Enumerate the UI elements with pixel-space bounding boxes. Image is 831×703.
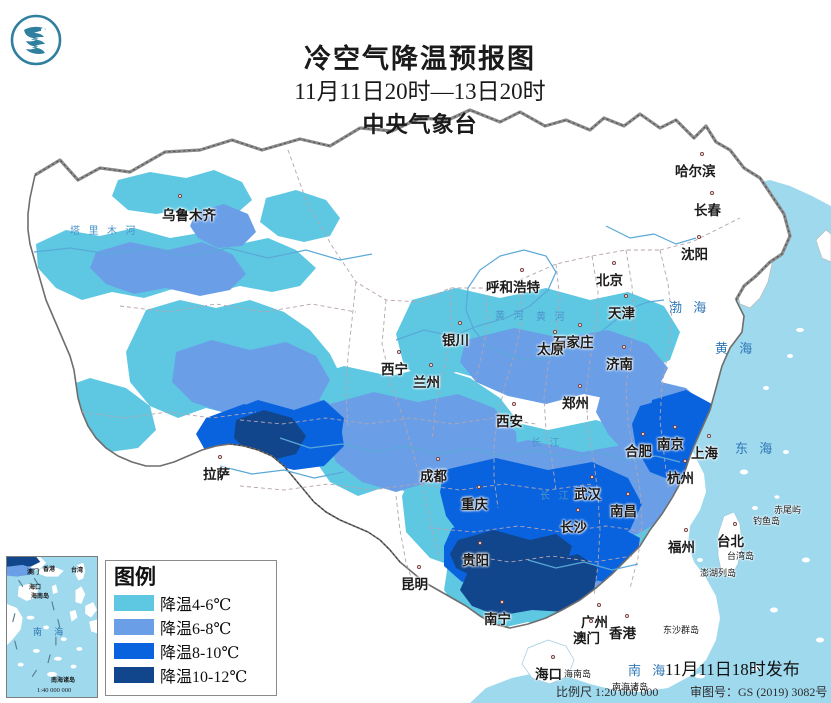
city-marker-西宁 xyxy=(397,350,401,354)
city-marker-郑州 xyxy=(578,384,582,388)
inset-label-taiwan: 台湾 xyxy=(71,568,84,574)
cma-dragon-logo xyxy=(10,14,62,66)
legend-panel: 图例 降温4-6℃ 降温6-8℃ 降温8-10℃ 降温10-12℃ xyxy=(105,560,277,696)
city-marker-西安 xyxy=(512,402,516,406)
inset-label-islands: 南海诸岛 xyxy=(51,678,76,684)
city-marker-天津 xyxy=(624,294,628,298)
inset-label-south-sea: 南 海 xyxy=(33,627,69,637)
city-marker-济南 xyxy=(622,345,626,349)
city-marker-南昌 xyxy=(626,492,630,496)
map-scale-text: 比例尺 1:20 000 000 xyxy=(556,685,659,699)
inset-label-hongkong: 香港 xyxy=(43,567,56,573)
legend-label-3: 降温8-10℃ xyxy=(160,645,240,663)
legend-item-3: 降温8-10℃ xyxy=(114,639,270,663)
city-marker-南京 xyxy=(673,425,677,429)
inset-label-macau: 澳门 xyxy=(27,570,40,576)
inset-label-haikou: 海口 xyxy=(29,585,42,591)
city-marker-广州 xyxy=(597,603,601,607)
city-marker-台北 xyxy=(733,522,737,526)
legend-label-1: 降温4-6℃ xyxy=(160,597,232,615)
review-number-text: 审图号：GS (2019) 3082号 xyxy=(690,685,828,699)
title-block: 冷空气降温预报图 11月11日20时—13日20时 中央气象台 xyxy=(230,44,610,139)
issuing-org: 中央气象台 xyxy=(362,111,478,137)
forecast-period: 11月11日20时—13日20时 xyxy=(294,79,546,105)
city-marker-海口 xyxy=(551,655,555,659)
page-title: 冷空气降温预报图 xyxy=(304,44,536,74)
city-marker-福州 xyxy=(684,528,688,532)
legend-item-1: 降温4-6℃ xyxy=(114,591,270,615)
city-marker-太原 xyxy=(553,330,557,334)
city-marker-石家庄 xyxy=(578,323,582,327)
city-marker-香港 xyxy=(625,614,629,618)
city-marker-杭州 xyxy=(683,459,687,463)
legend-item-4: 降温10-12℃ xyxy=(114,663,270,687)
city-marker-拉萨 xyxy=(218,455,222,459)
south-china-sea-inset-map: 澳门 香港 台湾 海口 海南岛 南 海 南海诸岛 1:40 000 000 xyxy=(6,556,98,698)
city-marker-重庆 xyxy=(477,485,481,489)
city-marker-上海 xyxy=(707,434,711,438)
city-marker-哈尔滨 xyxy=(700,152,704,156)
issue-time-text: 11月11日18时发布 xyxy=(665,660,800,679)
city-marker-银川 xyxy=(458,321,462,325)
legend-swatch-4 xyxy=(114,667,154,684)
legend-swatch-1 xyxy=(114,595,154,612)
map-boundaries xyxy=(27,108,792,629)
city-marker-长沙 xyxy=(576,508,580,512)
city-marker-贵阳 xyxy=(478,541,482,545)
city-marker-呼和浩特 xyxy=(520,268,524,272)
legend-item-2: 降温6-8℃ xyxy=(114,615,270,639)
legend-swatch-3 xyxy=(114,643,154,660)
legend-swatch-2 xyxy=(114,619,154,636)
city-marker-南宁 xyxy=(500,600,504,604)
city-marker-澳门 xyxy=(589,619,593,623)
inset-label-hainan: 海南岛 xyxy=(31,594,50,600)
city-marker-成都 xyxy=(436,457,440,461)
city-marker-长春 xyxy=(710,191,714,195)
legend-rows: 降温4-6℃ 降温6-8℃ 降温8-10℃ 降温10-12℃ xyxy=(114,591,270,687)
legend-title: 图例 xyxy=(114,565,156,589)
legend-label-2: 降温6-8℃ xyxy=(160,621,232,639)
legend-label-4: 降温10-12℃ xyxy=(160,669,248,687)
city-marker-北京 xyxy=(612,261,616,265)
inset-scale-text: 1:40 000 000 xyxy=(37,687,72,694)
city-marker-兰州 xyxy=(429,363,433,367)
city-marker-武汉 xyxy=(590,475,594,479)
city-marker-昆明 xyxy=(417,565,421,569)
city-marker-合肥 xyxy=(641,432,645,436)
city-marker-乌鲁木齐 xyxy=(178,194,182,198)
city-marker-沈阳 xyxy=(697,235,701,239)
